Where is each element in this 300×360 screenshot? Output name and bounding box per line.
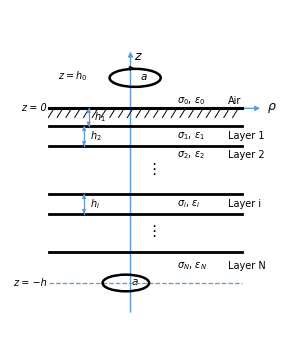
- Text: Air: Air: [228, 96, 242, 107]
- Text: Layer N: Layer N: [228, 261, 266, 271]
- Text: $h_1$: $h_1$: [94, 111, 106, 124]
- Text: a: a: [141, 72, 147, 82]
- Text: Layer 1: Layer 1: [228, 131, 265, 141]
- Text: Layer 2: Layer 2: [228, 150, 265, 161]
- Text: $\sigma_0$, $\varepsilon_0$: $\sigma_0$, $\varepsilon_0$: [177, 95, 205, 107]
- Text: $\sigma_2$, $\varepsilon_2$: $\sigma_2$, $\varepsilon_2$: [177, 149, 205, 161]
- Text: z = −h: z = −h: [13, 278, 47, 288]
- Text: $z = h_0$: $z = h_0$: [58, 69, 88, 84]
- Text: $\sigma_i$, $\varepsilon_i$: $\sigma_i$, $\varepsilon_i$: [177, 198, 201, 210]
- Text: $\rho$: $\rho$: [266, 102, 276, 115]
- Text: a: a: [132, 278, 138, 287]
- Text: $h_2$: $h_2$: [90, 129, 101, 143]
- Text: $\sigma_N$, $\varepsilon_N$: $\sigma_N$, $\varepsilon_N$: [177, 260, 207, 272]
- Text: ⋮: ⋮: [146, 162, 161, 177]
- Text: Layer i: Layer i: [228, 199, 261, 209]
- Text: z = 0: z = 0: [21, 103, 47, 113]
- Text: z: z: [134, 50, 140, 63]
- Text: $h_i$: $h_i$: [90, 197, 100, 211]
- Text: $\sigma_1$, $\varepsilon_1$: $\sigma_1$, $\varepsilon_1$: [177, 130, 205, 142]
- Text: ⋮: ⋮: [146, 224, 161, 239]
